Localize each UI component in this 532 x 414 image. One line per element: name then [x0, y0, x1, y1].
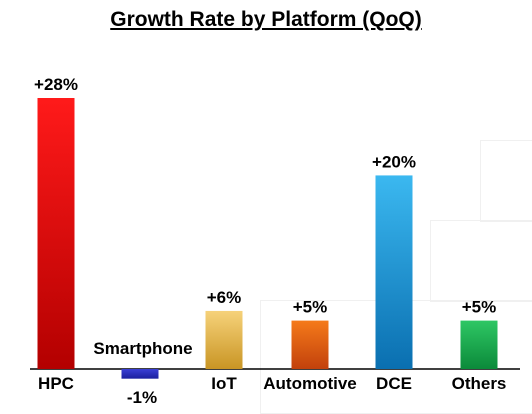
- data-label-iot: +6%: [207, 288, 242, 307]
- category-label-iot: IoT: [211, 374, 237, 393]
- bar-others: [460, 320, 498, 369]
- chart-title: Growth Rate by Platform (QoQ): [110, 8, 422, 31]
- bar-automotive: [291, 320, 329, 369]
- background-box: [430, 220, 532, 302]
- category-label-others: Others: [452, 374, 507, 393]
- labels-layer: +28% HPC -1% Smartphone +6% IoT +5% Automotive +…: [34, 75, 506, 407]
- category-label-hpc: HPC: [38, 374, 74, 393]
- data-label-hpc: +28%: [34, 75, 78, 94]
- data-label-others: +5%: [462, 298, 497, 317]
- data-label-smartphone: -1%: [127, 388, 157, 407]
- category-label-automotive: Automotive: [263, 374, 357, 393]
- background-box: [480, 140, 532, 222]
- category-label-dce: DCE: [376, 374, 412, 393]
- bar-hpc: [37, 98, 75, 369]
- bar-iot: [205, 310, 243, 369]
- category-label-smartphone: Smartphone: [93, 339, 192, 358]
- data-label-automotive: +5%: [293, 298, 328, 317]
- bars-layer: [37, 98, 498, 379]
- data-label-dce: +20%: [372, 152, 416, 171]
- bar-smartphone: [121, 369, 159, 379]
- bar-dce: [375, 175, 413, 369]
